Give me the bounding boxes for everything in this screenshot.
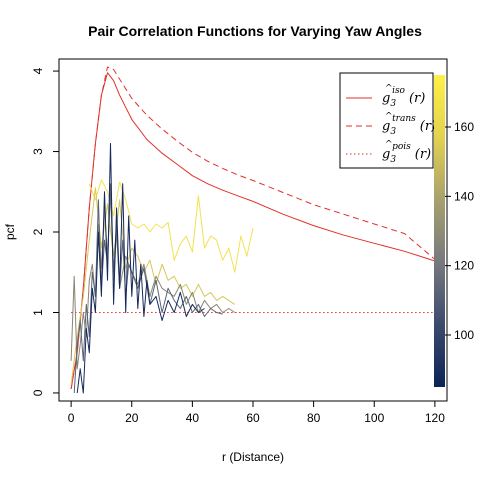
colorbar-tick-label: 140 bbox=[454, 189, 474, 203]
x-tick-label: 80 bbox=[307, 411, 321, 425]
colorbar: 100 120 140 160 bbox=[434, 75, 474, 387]
legend-hat-pois: ^ bbox=[385, 140, 393, 150]
y-axis: 0 1 2 3 4 bbox=[31, 67, 59, 396]
x-tick-label: 20 bbox=[125, 411, 139, 425]
y-tick-label: 4 bbox=[31, 67, 45, 74]
chart-title: Pair Correlation Functions for Varying Y… bbox=[88, 23, 422, 39]
y-axis-label: pcf bbox=[3, 223, 17, 240]
legend-hat-iso: ^ bbox=[385, 84, 393, 94]
x-tick-label: 60 bbox=[246, 411, 260, 425]
x-tick-label: 40 bbox=[186, 411, 200, 425]
x-tick-label: 100 bbox=[364, 411, 384, 425]
series-line-yaw-a bbox=[89, 180, 253, 273]
y-tick-label: 3 bbox=[31, 148, 45, 155]
x-axis-label: r (Distance) bbox=[222, 450, 284, 464]
colorbar-tick-label: 160 bbox=[454, 120, 474, 134]
x-tick-label: 0 bbox=[68, 411, 75, 425]
x-tick-label: 120 bbox=[425, 411, 445, 425]
y-tick-label: 2 bbox=[31, 228, 45, 235]
colorbar-tick-label: 100 bbox=[454, 328, 474, 342]
x-axis: 0 20 40 60 80 100 120 bbox=[68, 401, 445, 425]
legend: g3iso (r)^g3trans (r)^g3pois (r)^ bbox=[340, 73, 436, 168]
y-tick-label: 1 bbox=[31, 309, 45, 316]
colorbar-gradient bbox=[434, 75, 445, 387]
colorbar-tick-label: 120 bbox=[454, 259, 474, 273]
legend-hat-trans: ^ bbox=[385, 112, 393, 122]
y-tick-label: 0 bbox=[31, 389, 45, 396]
